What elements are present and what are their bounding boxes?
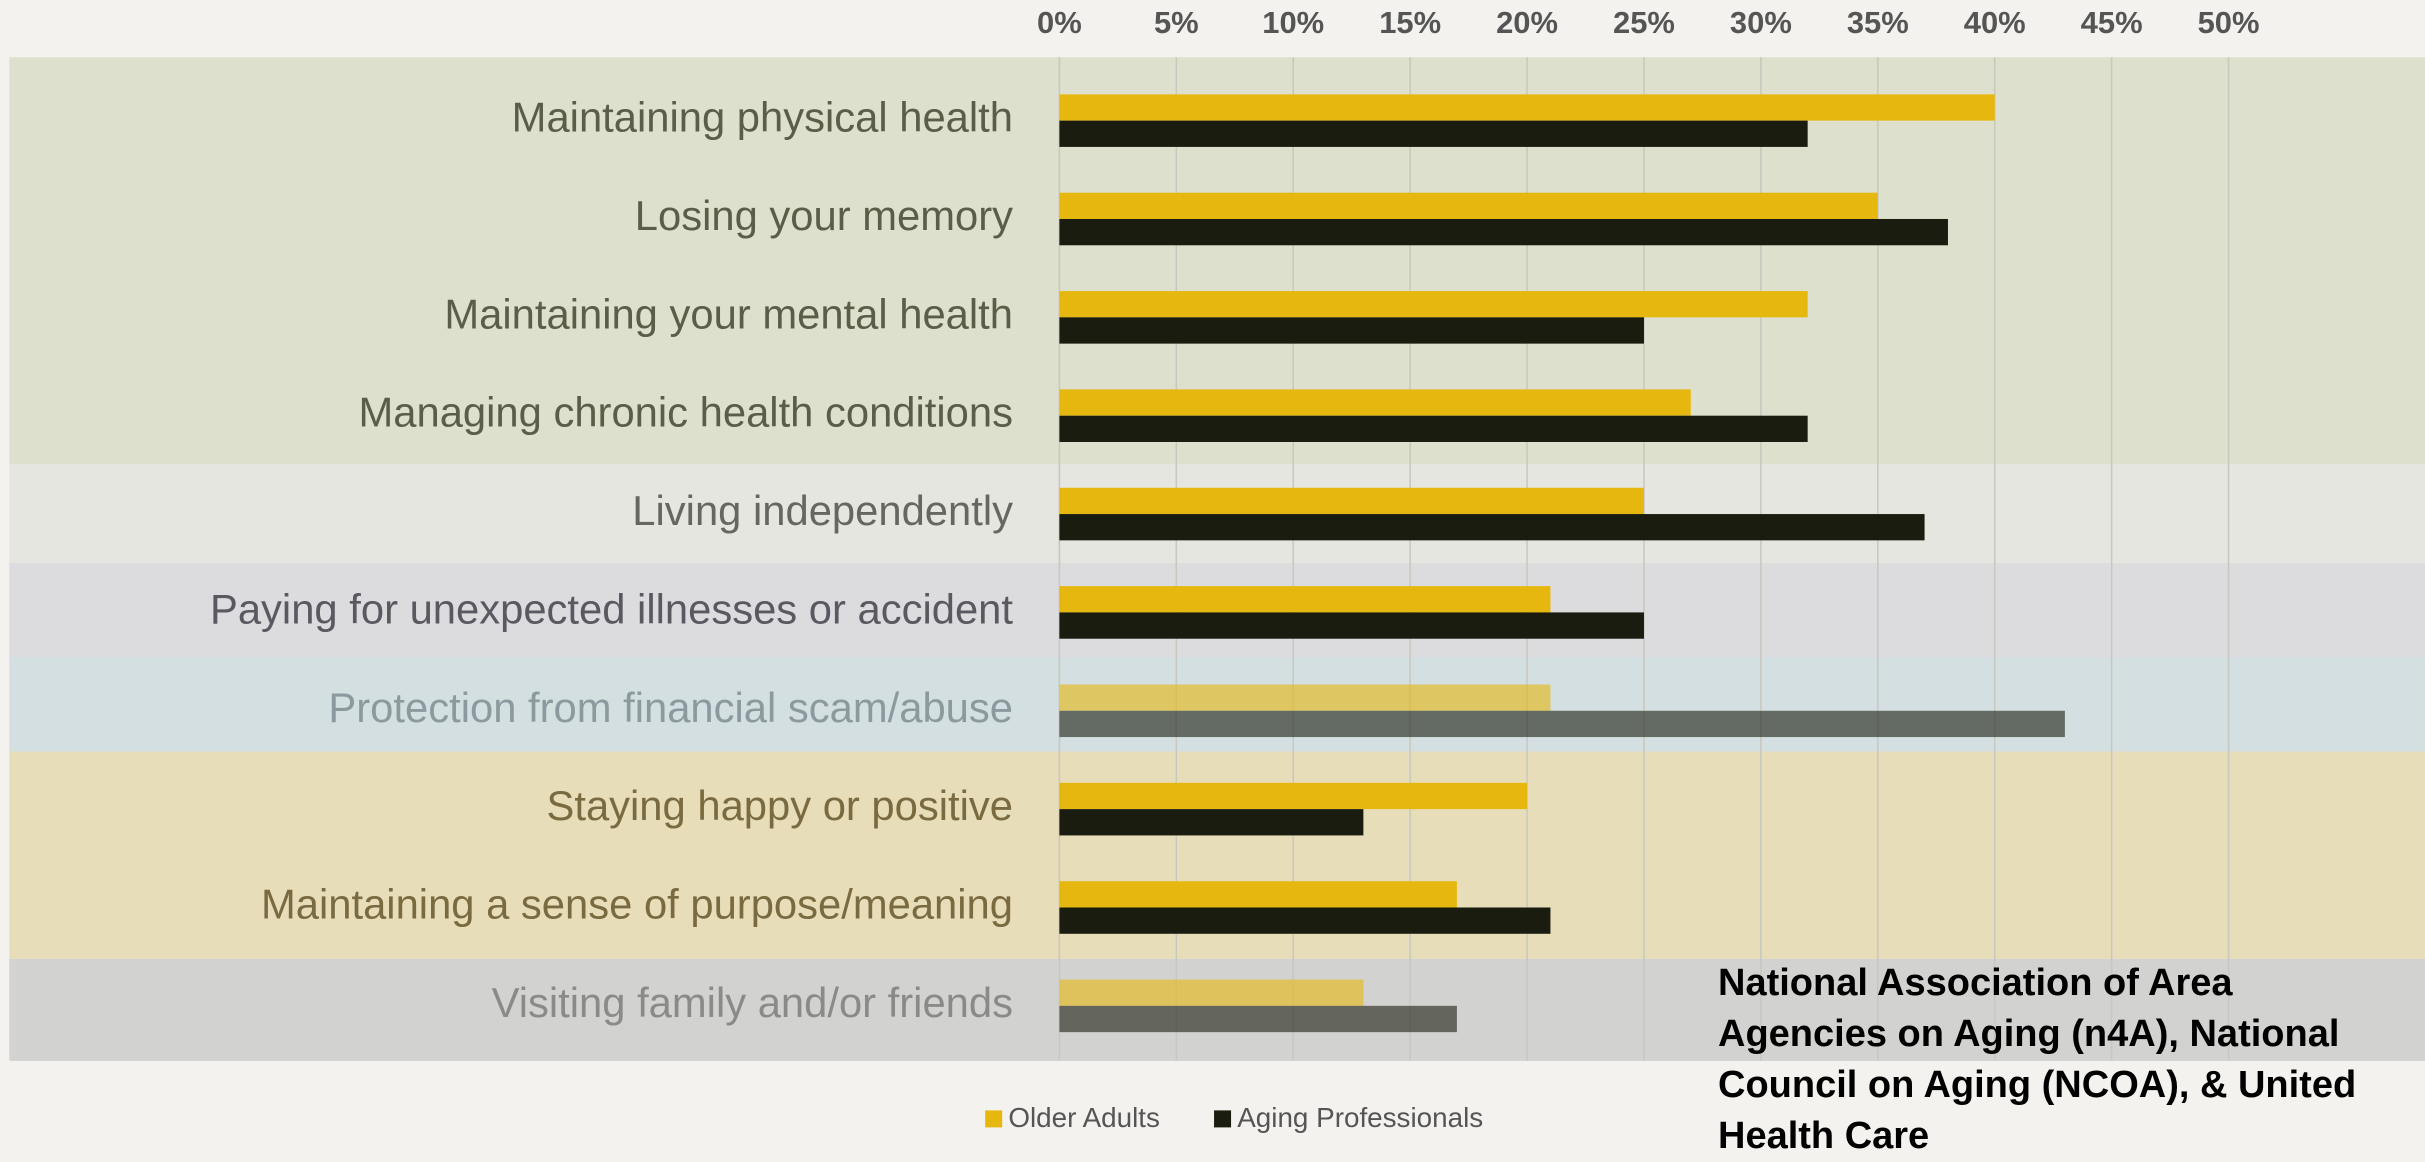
y-tick-label: Maintaining your mental health [444, 290, 1013, 337]
x-tick-label: 5% [1154, 5, 1199, 40]
y-tick-label: Staying happy or positive [547, 782, 1014, 829]
y-tick-label: Maintaining a sense of purpose/meaning [261, 881, 1013, 928]
y-tick-label: Visiting family and/or friends [492, 979, 1013, 1026]
bar [1059, 487, 1644, 515]
bar [1059, 1005, 1457, 1033]
y-tick-label: Managing chronic health conditions [358, 389, 1013, 436]
x-tick-label: 0% [1037, 5, 1082, 40]
legend-label: Aging Professionals [1237, 1102, 1483, 1133]
bar [1059, 809, 1364, 836]
x-tick-label: 30% [1730, 5, 1792, 40]
bar [1059, 120, 1808, 147]
x-tick-label: 10% [1262, 5, 1324, 40]
x-tick-label: 25% [1613, 5, 1675, 40]
bar [1059, 586, 1551, 613]
bar [1059, 612, 1644, 639]
x-tick-label: 15% [1379, 5, 1441, 40]
bar [1059, 907, 1551, 934]
bar [1059, 684, 1551, 711]
bar [1059, 291, 1808, 318]
bar [1059, 192, 1878, 219]
y-tick-label: Protection from financial scam/abuse [328, 684, 1013, 731]
y-tick-label: Living independently [632, 487, 1013, 534]
bar [1059, 389, 1691, 416]
bar [1059, 94, 1995, 121]
x-tick-label: 20% [1496, 5, 1558, 40]
legend-swatch [985, 1110, 1003, 1128]
legend-swatch [1214, 1110, 1232, 1128]
legend-label: Older Adults [1008, 1102, 1160, 1133]
x-tick-label: 50% [2198, 5, 2260, 40]
bar [1059, 881, 1457, 908]
y-tick-label: Paying for unexpected illnesses or accid… [210, 585, 1013, 632]
bar [1059, 218, 1948, 246]
x-tick-label: 40% [1964, 5, 2026, 40]
bar [1059, 317, 1644, 344]
y-tick-label: Maintaining physical health [512, 94, 1013, 141]
bar [1059, 710, 2065, 738]
y-tick-label: Losing your memory [635, 192, 1013, 239]
x-tick-label: 35% [1847, 5, 1909, 40]
x-tick-label: 45% [2081, 5, 2143, 40]
source-note: National Association of Area Agencies on… [1718, 962, 2357, 1157]
bar [1059, 415, 1808, 442]
bar [1059, 979, 1364, 1006]
bar [1059, 782, 1528, 810]
bar [1059, 514, 1925, 541]
